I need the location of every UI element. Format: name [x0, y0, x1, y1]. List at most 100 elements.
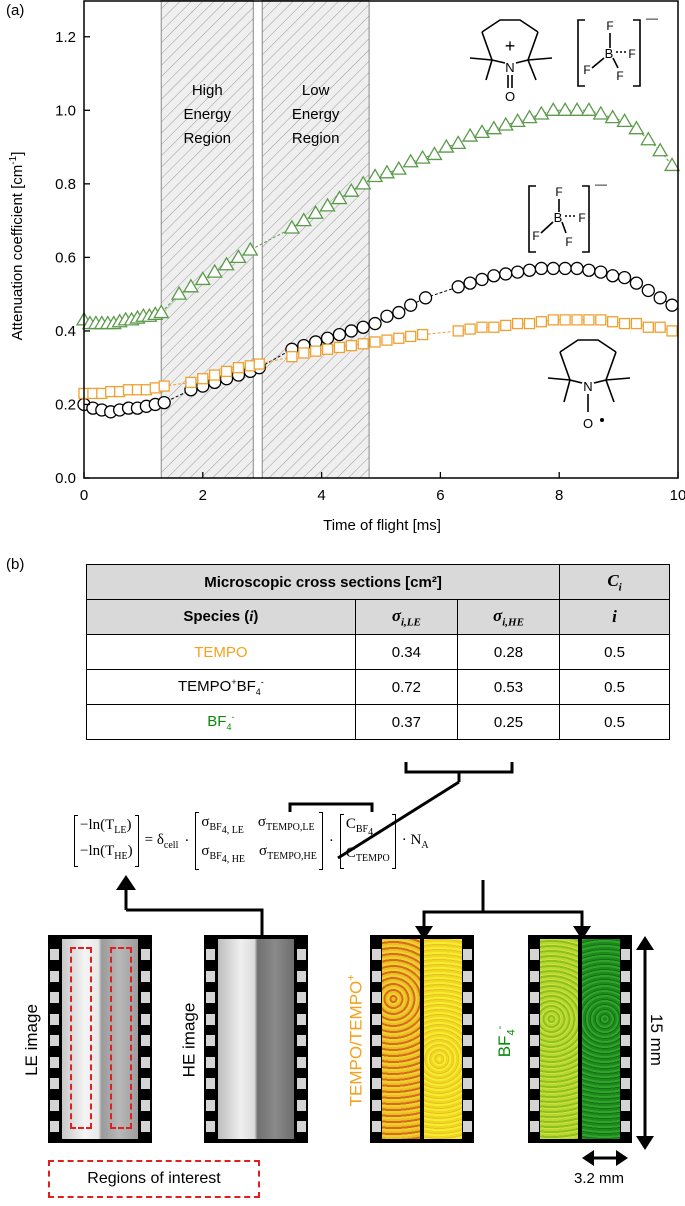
- film-notch: [463, 1013, 472, 1025]
- data-point-circle: [594, 265, 608, 279]
- data-point-square: [523, 317, 536, 330]
- film-notch: [463, 949, 472, 960]
- film-notch: [206, 1056, 215, 1068]
- dot-operator: ·: [328, 832, 334, 849]
- y-tick-label: 0.2: [55, 396, 76, 413]
- data-point-square: [666, 325, 678, 337]
- bf4-map-image: [528, 935, 632, 1143]
- data-point-triangle: [283, 219, 301, 234]
- film-notch: [141, 992, 150, 1003]
- data-point-square: [220, 365, 233, 378]
- data-point-circle: [463, 276, 477, 290]
- bf4-structure: [528, 185, 590, 253]
- data-point-triangle: [378, 164, 396, 179]
- data-point-square: [381, 334, 393, 346]
- data-point-square: [158, 380, 170, 392]
- data-point-circle: [606, 269, 620, 283]
- film-notch: [621, 1099, 630, 1111]
- tempo-structure: [547, 339, 631, 412]
- data-point-square: [476, 321, 488, 333]
- data-point-triangle: [557, 102, 574, 116]
- energy-region-band: [160, 0, 254, 479]
- x-tick-label: 6: [436, 487, 444, 504]
- fluorine-label: F: [583, 63, 590, 77]
- lhs-vector: −ln(TLE) −ln(THE): [74, 815, 139, 867]
- film-notch: [141, 970, 150, 982]
- boron-label: B: [605, 46, 614, 61]
- plot-frame: [83, 0, 679, 479]
- region-label: High: [192, 82, 223, 99]
- data-point-triangle: [604, 109, 621, 124]
- data-point-triangle: [307, 204, 324, 219]
- sigma-he-value: 0.25: [456, 704, 561, 740]
- data-point-triangle: [153, 304, 170, 319]
- film-notch: [530, 970, 539, 982]
- table-row: TEMPO 0.34 0.28 0.5: [86, 634, 670, 670]
- y-tick-label: 0.8: [55, 176, 76, 193]
- le-image: [48, 935, 152, 1143]
- film-notch: [297, 949, 306, 960]
- table-title: Microscopic cross sections [cm²]: [85, 564, 561, 600]
- data-point-circle: [510, 265, 525, 279]
- species-tempo: TEMPO: [86, 634, 356, 670]
- film-notch: [206, 992, 215, 1003]
- film-notch: [372, 1013, 381, 1025]
- region-label: Energy: [292, 106, 340, 123]
- fluorine-label: F: [578, 211, 585, 225]
- data-point-triangle: [580, 102, 598, 116]
- film-notch: [621, 970, 630, 982]
- tempo-map-image: [370, 935, 474, 1143]
- film-notch: [50, 1121, 59, 1132]
- film-notch: [297, 1035, 306, 1046]
- film-notch: [297, 1056, 306, 1068]
- ci-header: Ci: [559, 564, 670, 600]
- y-tick-label: 1.2: [55, 29, 76, 46]
- x-axis-label: Time of flight [ms]: [323, 517, 441, 534]
- region-label: Energy: [183, 106, 231, 123]
- fluorine-label: F: [628, 47, 635, 61]
- data-point-triangle: [402, 153, 419, 168]
- film-notch: [206, 970, 215, 982]
- film-notch: [297, 970, 306, 982]
- film-notch: [50, 949, 59, 960]
- oxygen-label: O: [505, 89, 515, 104]
- data-point-square: [642, 321, 654, 333]
- table-row: TEMPO+BF4- 0.72 0.53 0.5: [86, 669, 670, 705]
- data-point-square: [416, 328, 429, 341]
- sigma-le-value: 0.72: [354, 669, 458, 705]
- film-notch: [621, 992, 630, 1003]
- film-notch: [297, 1121, 306, 1132]
- data-point-square: [511, 317, 524, 330]
- film-notch: [206, 1078, 215, 1089]
- data-point-square: [500, 319, 512, 332]
- nitrogen-label: N: [583, 379, 592, 394]
- tempo-plus-bf4-structure: [469, 19, 641, 88]
- fluorine-label: F: [565, 235, 572, 249]
- data-point-triangle: [509, 113, 526, 127]
- tempo-map-label: TEMPO/TEMPO+: [345, 974, 366, 1107]
- film-notch: [372, 1078, 381, 1089]
- width-scale-label: 3.2 mm: [574, 1170, 625, 1187]
- roi-legend: Regions of interest: [48, 1160, 260, 1198]
- film-notch: [463, 992, 472, 1003]
- x-tick-label: 4: [317, 487, 325, 504]
- data-point-triangle: [485, 120, 502, 135]
- sigma-le-value: 0.37: [354, 704, 458, 740]
- fluorine-label: F: [555, 185, 562, 199]
- film-notch: [50, 1078, 59, 1089]
- data-point-triangle: [545, 102, 562, 116]
- data-point-circle: [320, 331, 335, 345]
- data-point-triangle: [343, 182, 360, 197]
- data-point-triangle: [218, 256, 235, 271]
- species-bf4: BF4-: [86, 704, 356, 740]
- species-header: Species (i): [86, 599, 356, 635]
- film-notch: [530, 1121, 539, 1132]
- data-point-square: [405, 330, 417, 343]
- data-point-circle: [356, 320, 370, 334]
- data-point-circle: [157, 395, 171, 410]
- dot-operator: ·: [184, 832, 190, 849]
- sigma-matrix: σBF4, LE σTEMPO,LE σBF4, HE σTEMPO,HE: [195, 812, 323, 870]
- data-point-square: [559, 314, 571, 326]
- oxygen-label: O: [583, 416, 593, 431]
- data-point-triangle: [497, 116, 514, 131]
